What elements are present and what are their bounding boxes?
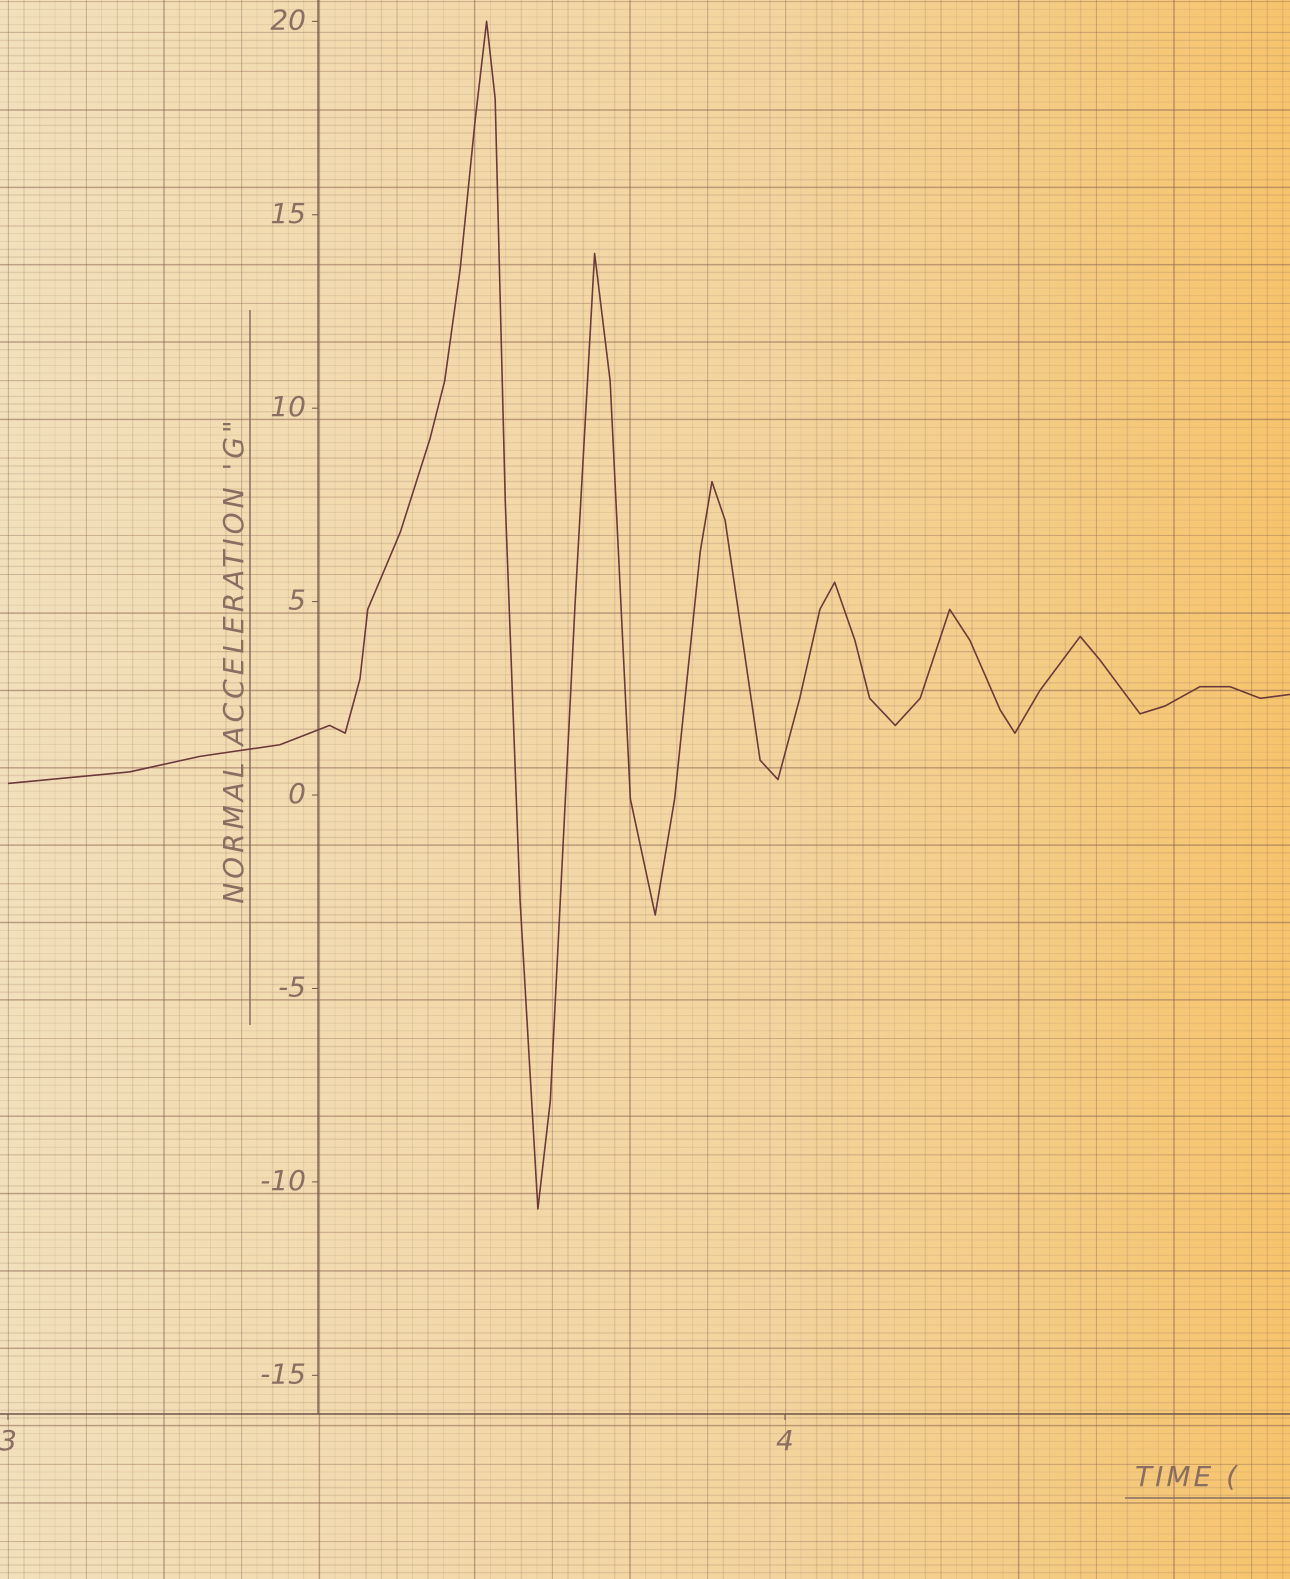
x-axis-label: TIME ( xyxy=(1135,1460,1240,1493)
chart: NORMAL ACCELERATION 'G" TIME ( -15 -10 -5 0… xyxy=(0,0,1290,1579)
y-tick-label: -15 xyxy=(260,1357,306,1390)
y-tick-label: -5 xyxy=(278,970,306,1003)
data-line xyxy=(8,21,1290,1209)
y-axis-label: NORMAL ACCELERATION 'G" xyxy=(217,416,250,904)
y-tick-label: 0 xyxy=(288,777,306,810)
y-tick-label: -10 xyxy=(260,1164,306,1197)
x-tick-label: 3 xyxy=(0,1424,17,1457)
x-tick-label: 4 xyxy=(776,1424,794,1457)
y-tick-label: 20 xyxy=(270,3,306,36)
y-tick-label: 5 xyxy=(288,584,306,617)
y-tick-label: 10 xyxy=(270,390,306,423)
y-tick-label: 15 xyxy=(270,197,306,230)
